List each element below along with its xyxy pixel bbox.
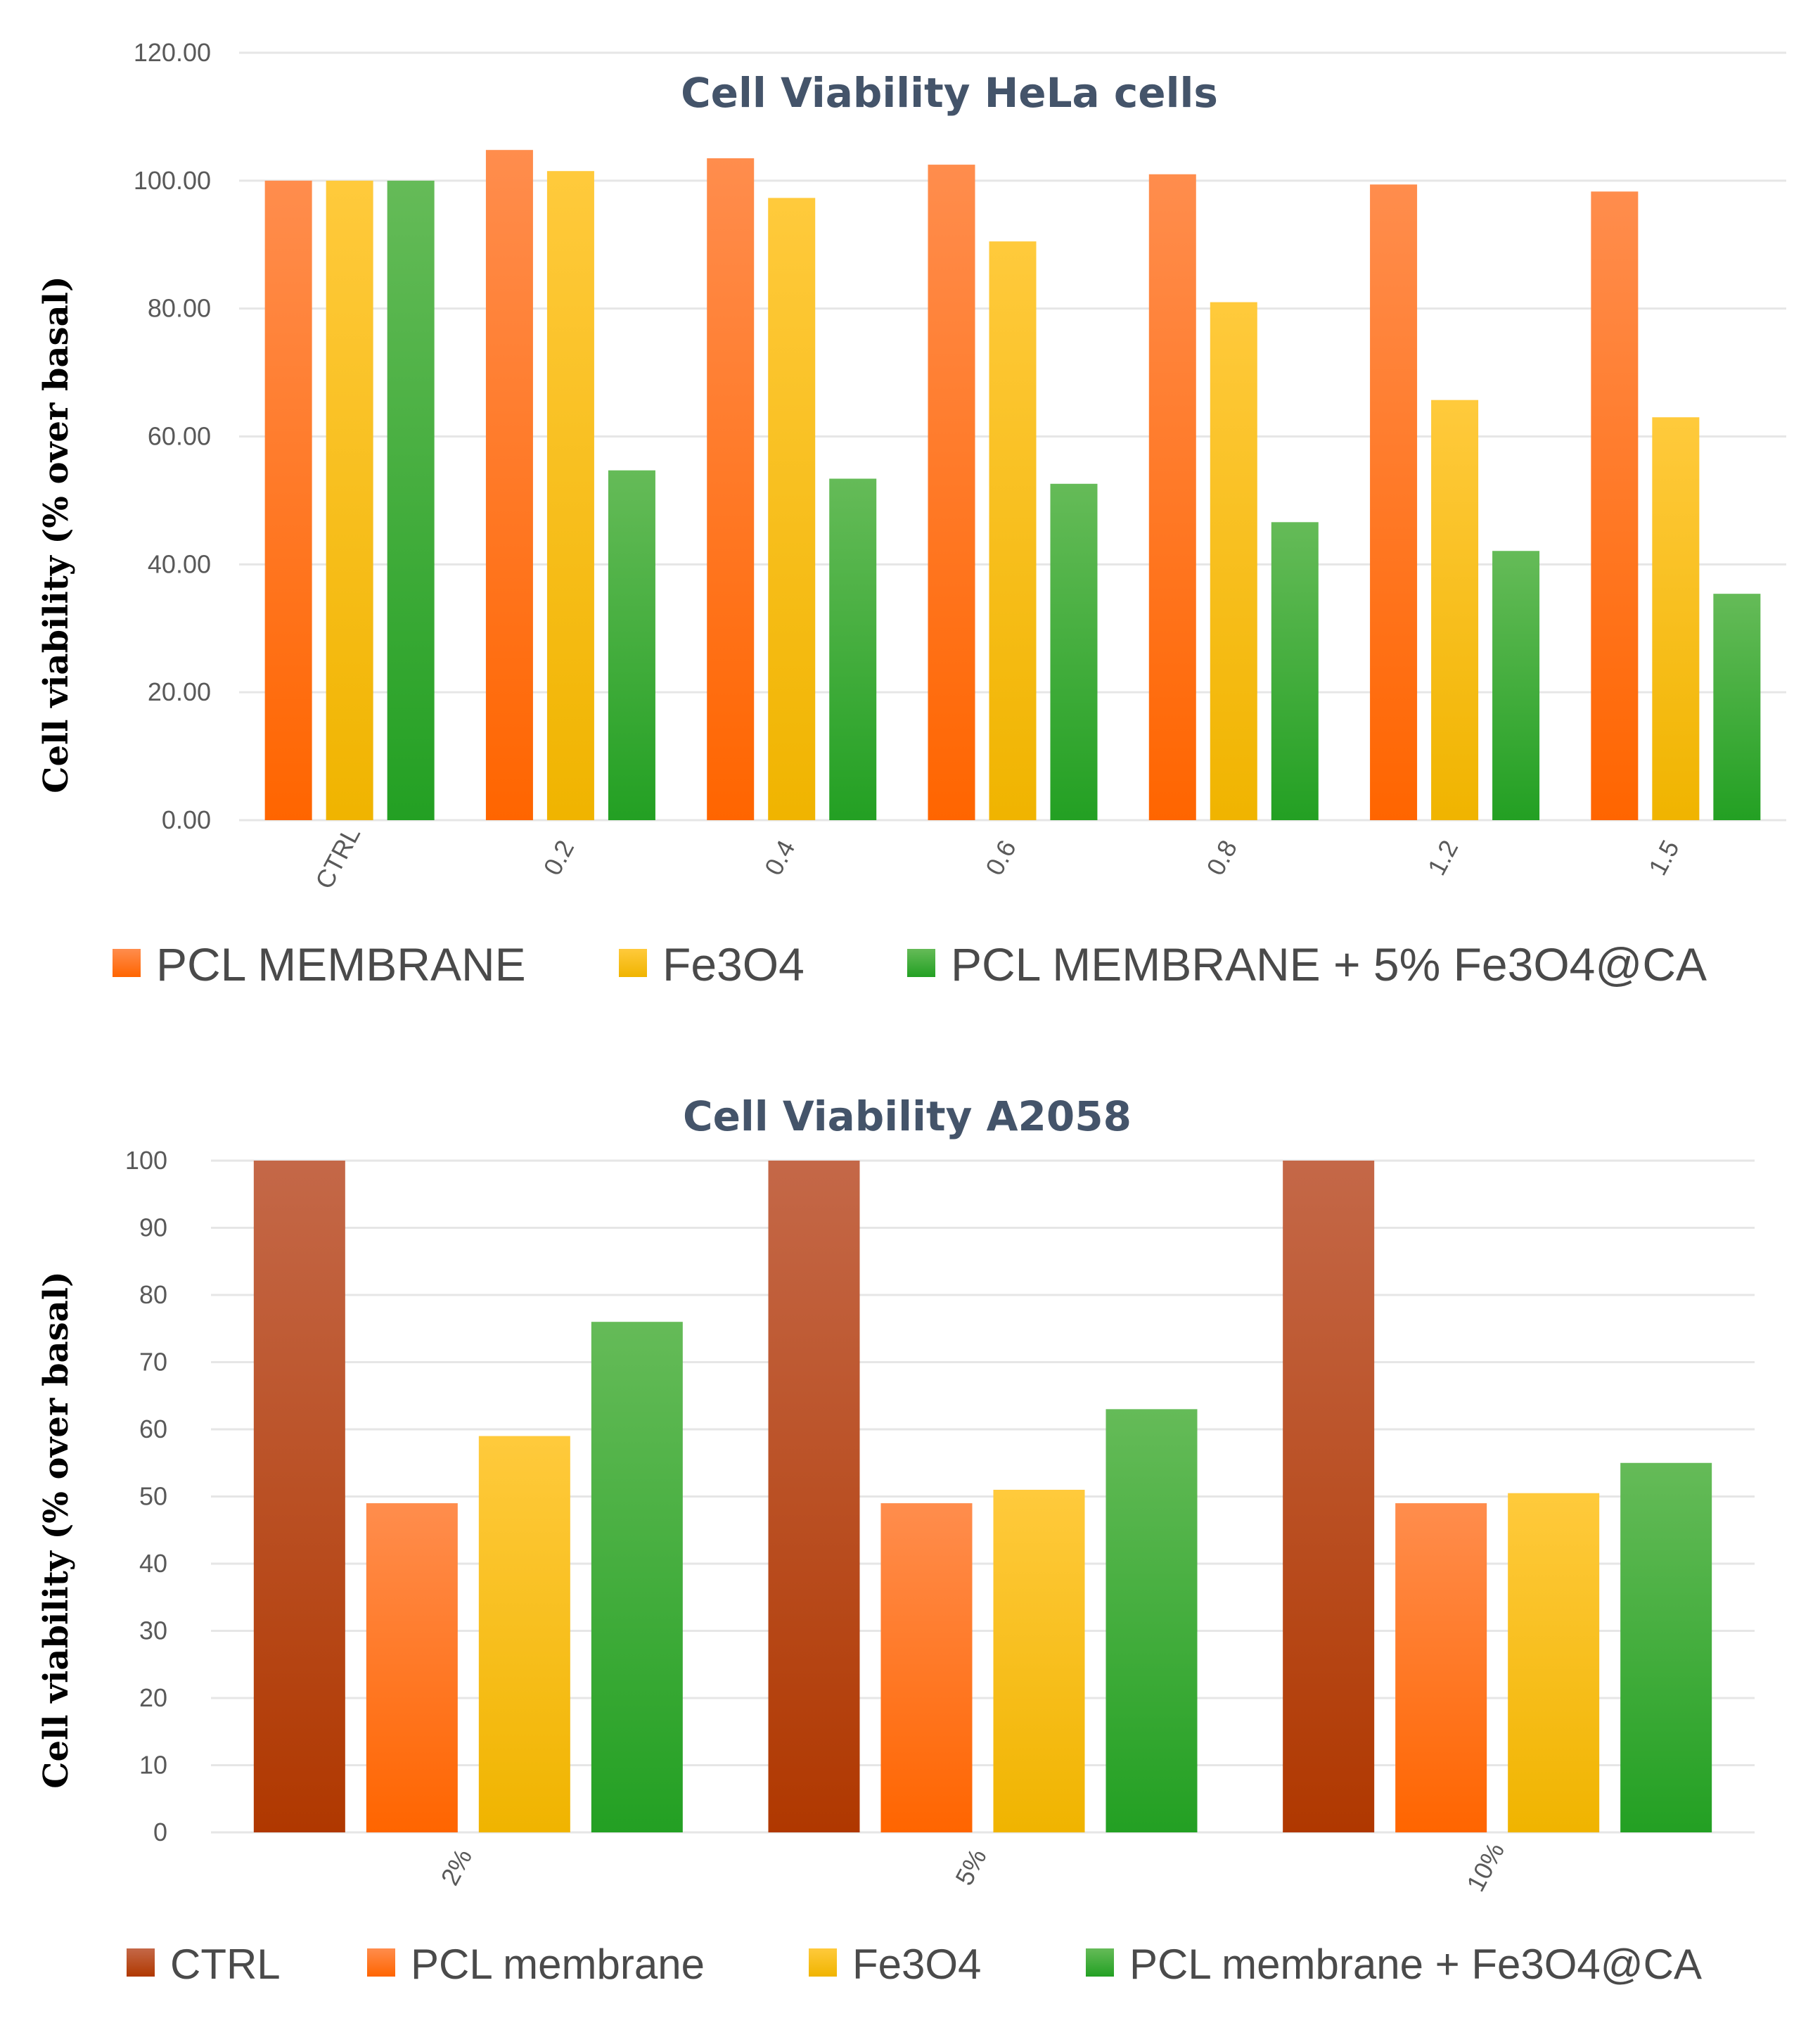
a2058-y-axis-label: Cell viability (% over basal) bbox=[37, 1271, 76, 1788]
legend-label: PCL MEMBRANE + 5% Fe3O4@CA bbox=[951, 938, 1707, 990]
y-tick-label: 100 bbox=[125, 1146, 167, 1175]
y-tick-label: 0.00 bbox=[162, 805, 211, 834]
bar bbox=[1271, 522, 1319, 820]
bar bbox=[1370, 184, 1418, 820]
x-tick-label: 1.2 bbox=[1422, 835, 1464, 879]
a2058-bars bbox=[253, 1161, 1712, 1832]
x-tick-label: CTRL bbox=[309, 822, 366, 893]
bar bbox=[993, 1489, 1085, 1832]
bar bbox=[1210, 302, 1257, 820]
bar bbox=[387, 180, 435, 820]
y-tick-label: 90 bbox=[139, 1213, 167, 1242]
bar bbox=[1508, 1493, 1600, 1832]
bar bbox=[829, 478, 877, 820]
x-tick-label: 0.4 bbox=[759, 835, 801, 879]
y-tick-label: 100.00 bbox=[134, 166, 211, 195]
legend-label: PCL membrane + Fe3O4@CA bbox=[1129, 1941, 1702, 1988]
legend-swatch bbox=[367, 1948, 395, 1977]
hela-x-tick-labels: CTRL 0.2 0.4 0.6 0.8 1.2 1.5 bbox=[309, 822, 1685, 893]
bar bbox=[1431, 400, 1479, 820]
y-tick-label: 50 bbox=[139, 1482, 167, 1511]
bar bbox=[1620, 1462, 1712, 1832]
legend-label: PCL membrane bbox=[411, 1941, 705, 1988]
bar bbox=[591, 1322, 683, 1832]
hela-chart-title: Cell Viability HeLa cells bbox=[681, 69, 1218, 117]
y-tick-label: 80.00 bbox=[148, 294, 211, 323]
bar bbox=[546, 171, 594, 821]
x-tick-label: 1.5 bbox=[1643, 835, 1685, 879]
y-tick-label: 0 bbox=[153, 1818, 167, 1846]
bar bbox=[707, 158, 755, 820]
y-tick-label: 40 bbox=[139, 1549, 167, 1578]
bar bbox=[1492, 551, 1540, 820]
x-tick-label: 2% bbox=[435, 1844, 478, 1890]
y-tick-label: 60.00 bbox=[148, 422, 211, 451]
legend-swatch bbox=[809, 1948, 837, 1977]
bar bbox=[485, 150, 533, 820]
legend-label: PCL MEMBRANE bbox=[156, 938, 526, 990]
a2058-legend: CTRL PCL membrane Fe3O4 PCL membrane + Fe3O… bbox=[127, 1941, 1702, 1988]
legend-swatch bbox=[907, 949, 935, 977]
bar bbox=[768, 1161, 860, 1832]
y-tick-label: 70 bbox=[139, 1348, 167, 1377]
a2058-x-tick-labels: 2% 5% 10% bbox=[435, 1838, 1510, 1896]
x-tick-label: 0.6 bbox=[980, 835, 1022, 879]
y-tick-label: 40.00 bbox=[148, 549, 211, 578]
y-tick-label: 80 bbox=[139, 1280, 167, 1309]
bar bbox=[928, 165, 975, 820]
y-tick-label: 20 bbox=[139, 1683, 167, 1712]
hela-y-tick-labels: 0.00 20.00 40.00 60.00 80.00 100.00 120.00 bbox=[134, 38, 211, 834]
bar bbox=[1106, 1409, 1198, 1832]
bar bbox=[326, 180, 373, 820]
hela-legend: PCL MEMBRANE Fe3O4 PCL MEMBRANE + 5% Fe3O4… bbox=[113, 938, 1707, 990]
bar bbox=[880, 1503, 973, 1832]
bar bbox=[1591, 191, 1639, 820]
legend-label: Fe3O4 bbox=[662, 938, 805, 990]
bar bbox=[1652, 417, 1700, 820]
legend-swatch bbox=[619, 949, 647, 977]
a2058-chart-title: Cell Viability A2058 bbox=[683, 1092, 1132, 1140]
bar bbox=[253, 1161, 345, 1832]
bar bbox=[478, 1436, 570, 1832]
y-tick-label: 10 bbox=[139, 1751, 167, 1780]
bar bbox=[989, 241, 1037, 820]
bar bbox=[608, 470, 655, 820]
a2058-chart: 0 10 20 30 40 50 60 70 80 90 100 2% 5% 10% Cell Viab… bbox=[37, 1092, 1755, 1988]
y-tick-label: 60 bbox=[139, 1415, 167, 1443]
bar bbox=[1713, 594, 1761, 820]
bar bbox=[264, 180, 312, 820]
legend-swatch bbox=[1086, 1948, 1114, 1977]
legend-swatch bbox=[113, 949, 141, 977]
legend-label: CTRL bbox=[170, 1941, 281, 1988]
x-tick-label: 10% bbox=[1461, 1838, 1510, 1896]
hela-chart: 0.00 20.00 40.00 60.00 80.00 100.00 120.00 CTR… bbox=[37, 38, 1786, 990]
hela-bars bbox=[264, 150, 1761, 821]
y-tick-label: 120.00 bbox=[134, 38, 211, 67]
x-tick-label: 0.8 bbox=[1200, 835, 1243, 879]
y-tick-label: 20.00 bbox=[148, 677, 211, 706]
bar bbox=[768, 198, 816, 820]
bar bbox=[1283, 1161, 1375, 1832]
a2058-y-tick-labels: 0 10 20 30 40 50 60 70 80 90 100 bbox=[125, 1146, 167, 1846]
x-tick-label: 5% bbox=[949, 1844, 992, 1890]
bar bbox=[1395, 1503, 1487, 1832]
a2058-gridlines bbox=[211, 1159, 1755, 1834]
legend-label: Fe3O4 bbox=[852, 1941, 981, 1988]
hela-y-axis-label: Cell viability (% over basal) bbox=[37, 276, 76, 793]
bar bbox=[1148, 174, 1196, 820]
bar bbox=[366, 1503, 458, 1832]
bar bbox=[1050, 483, 1098, 820]
legend-swatch bbox=[127, 1948, 155, 1977]
y-tick-label: 30 bbox=[139, 1616, 167, 1645]
x-tick-label: 0.2 bbox=[538, 835, 580, 879]
